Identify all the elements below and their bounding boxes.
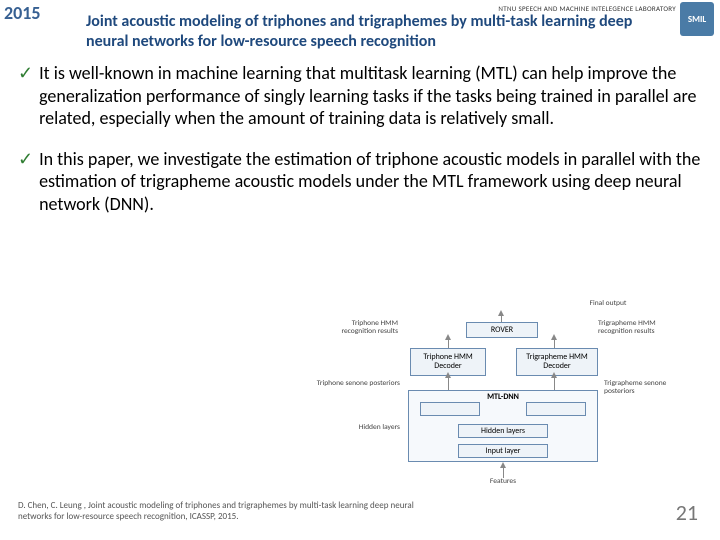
diagram-box-trigrapheme-decoder: Trigrapheme HMM Decoder [516,348,598,376]
citation-text: D. Chen, C. Leung , Joint acoustic model… [18,501,438,522]
bullet-item: ✓ It is well-known in machine learning t… [18,62,702,130]
connector-line [554,376,555,390]
connector-line [448,376,449,390]
bullet-text: In this paper, we investigate the estima… [39,148,702,216]
diagram-label-hidden: Hidden layers [344,424,400,432]
diagram-label-features: Features [468,478,538,486]
diagram-inner-box [526,402,586,416]
check-icon: ✓ [18,148,33,216]
page-number: 21 [676,499,698,526]
diagram-label-right-result: Trigrapheme HMM recognition results [598,320,688,337]
slide-title: Joint acoustic modeling of triphones and… [86,12,646,52]
diagram-box-rover: ROVER [466,322,538,338]
diagram-label-right-post: Trigrapheme senone posteriors [604,380,696,397]
arrow-icon [445,372,451,378]
arrow-icon [551,372,557,378]
diagram-label-left-post: Triphone senone posteriors [308,380,400,388]
slide-body: ✓ It is well-known in machine learning t… [18,62,702,233]
diagram-inner-box [420,402,480,416]
diagram-box-hidden: Hidden layers [458,424,548,438]
arrow-icon [551,334,557,340]
lab-logo: SMIL [680,2,714,36]
diagram-mtl-title: MTL-DNN [409,393,597,402]
year-badge: 2015 [0,0,45,26]
architecture-diagram: Final output ROVER Triphone HMM recognit… [308,302,696,488]
diagram-label-final: Final output [568,300,648,308]
diagram-box-input: Input layer [458,444,548,458]
diagram-label-left-result: Triphone HMM recognition results [320,320,398,337]
bullet-text: It is well-known in machine learning tha… [39,62,702,130]
check-icon: ✓ [18,62,33,130]
bullet-item: ✓ In this paper, we investigate the esti… [18,148,702,216]
arrow-icon [445,334,451,340]
